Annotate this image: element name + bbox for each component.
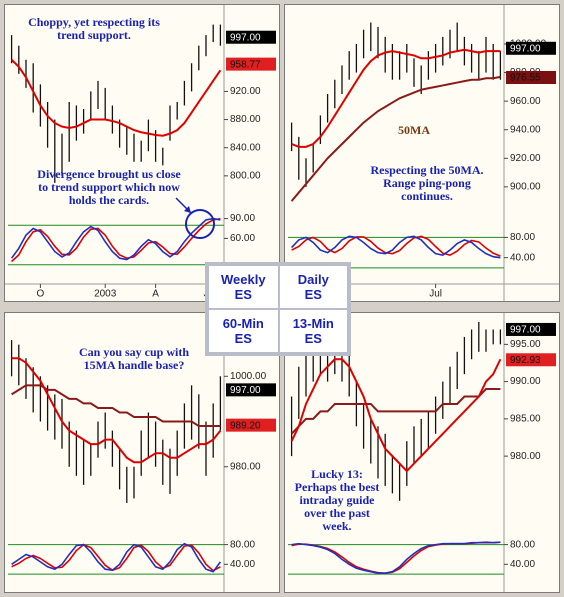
y2-tick-label: 40.00 (510, 252, 535, 263)
moving-average-line (290, 358, 502, 473)
y-tick-label: 800.00 (230, 170, 261, 181)
oscillator-line (11, 543, 221, 572)
panel: 1000.00 980.00 80.00 40.00 997.00 989.20 (4, 312, 280, 593)
moving-average-line (11, 384, 221, 428)
panel-background (4, 4, 280, 302)
y2-tick-label: 40.00 (510, 559, 535, 570)
timeframe-label: Daily ES (278, 265, 348, 309)
oscillator-line (291, 235, 501, 259)
y2-tick-label: 40.00 (230, 559, 255, 570)
oscillator-line (11, 542, 222, 573)
timeframe-label: 13-Min ES (278, 309, 348, 353)
moving-average-line (290, 75, 501, 202)
price-tag (226, 418, 276, 432)
price-tag-label: 997.00 (230, 385, 261, 396)
y2-tick-label: 80.00 (510, 539, 535, 550)
panel: 900.00920.00940.00960.00980.001000.0080.… (284, 4, 560, 302)
y-tick-label: 920.00 (230, 86, 261, 97)
y2-tick-label: 80.00 (230, 539, 255, 550)
annotation-arrowhead (184, 206, 191, 213)
y2-tick-label: 80.00 (510, 232, 535, 243)
oscillator-line (291, 541, 501, 574)
annotation: Lucky 13: Perhaps the best intraday guid… (294, 467, 380, 533)
y-tick-label: 900.00 (510, 181, 541, 192)
y-tick-label: 985.00 (510, 414, 541, 425)
annotation: Choppy, yet respecting its trend support… (28, 15, 160, 42)
x-tick-label: A (152, 289, 159, 300)
oscillator-line (291, 235, 501, 257)
timeframe-label: Weekly ES (208, 265, 279, 309)
price-tag-label: 976.55 (510, 73, 541, 84)
annotation: 50MA (398, 123, 430, 137)
price-tag-label: 997.00 (510, 325, 541, 336)
y2-tick-label: 60.00 (230, 233, 255, 244)
moving-average-line (11, 357, 222, 464)
annotation: Divergence brought us close to trend sup… (37, 167, 181, 207)
price-tag-label: 989.20 (230, 420, 261, 431)
price-tag (226, 30, 276, 44)
price-tag (226, 57, 276, 71)
price-tag (506, 71, 556, 84)
y-tick-label: 960.00 (510, 96, 541, 107)
panel: 800.00 840.00 880.00 920.00 90.00 60.00 O 2003 A… (4, 4, 280, 302)
y-tick-label: 980.00 (510, 451, 541, 462)
highlight-circle (185, 209, 215, 239)
price-tag (506, 353, 556, 367)
price-tag-label: 958.77 (230, 59, 261, 70)
x-tick-label: Jul (429, 289, 442, 300)
x-tick-label: 2003 (94, 289, 117, 300)
y-tick-label: 1000.00 (230, 371, 267, 382)
moving-average-line (290, 388, 501, 435)
y-tick-label: 940.00 (510, 124, 541, 135)
moving-average-line (291, 48, 501, 148)
price-tag (506, 322, 556, 336)
timeframe-box: Weekly ES Daily ES 60-Min ES 13-Min ES (205, 262, 351, 356)
oscillator-line (11, 217, 221, 263)
price-tag-label: 992.93 (510, 355, 541, 366)
y-tick-label: 980.00 (230, 461, 261, 472)
y2-tick-label: 90.00 (230, 213, 255, 224)
timeframe-label: 60-Min ES (208, 309, 279, 353)
annotation: Can you say cup with 15MA handle base? (78, 345, 190, 372)
y-tick-label: 995.00 (510, 339, 541, 350)
oscillator-line (10, 217, 221, 261)
price-tag (506, 41, 556, 55)
moving-average-line (10, 59, 222, 137)
panel: 995.00 990.00 985.00 980.00 80.00 40.00 997.00… (284, 312, 560, 593)
price-tag (226, 383, 276, 397)
price-tag-label: 997.00 (510, 43, 541, 54)
y-tick-label: 990.00 (510, 376, 541, 387)
x-tick-label: O (37, 289, 45, 300)
annotation: Respecting the 50MA. Range ping-pong con… (370, 163, 484, 203)
y-tick-label: 880.00 (230, 114, 261, 125)
y-tick-label: 920.00 (510, 153, 541, 164)
price-tag-label: 997.00 (230, 32, 261, 43)
y-tick-label: 840.00 (230, 142, 261, 153)
